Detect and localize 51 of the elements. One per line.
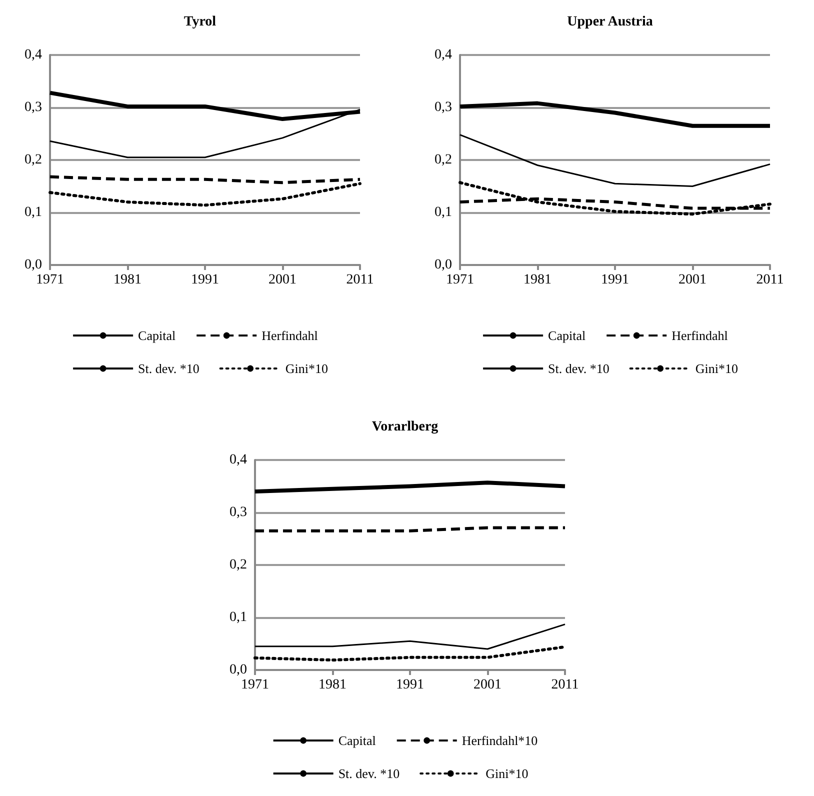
x-tick-label: 1981	[114, 272, 142, 288]
x-tick-label: 1981	[524, 272, 552, 288]
line-series	[459, 134, 771, 187]
y-tick-label: 0,3	[230, 505, 247, 520]
x-tick-label: 1971	[446, 272, 474, 288]
x-tick-label: 2001	[678, 272, 706, 288]
x-tick-label: 2011	[346, 272, 374, 288]
y-tick-label: 0,3	[434, 100, 452, 115]
y-tick-label: 0,2	[434, 152, 452, 168]
x-tick-label: 2011	[756, 272, 784, 288]
legend-label: Gini*10	[285, 361, 328, 376]
x-tick-label: 1991	[396, 678, 424, 692]
x-tick-label: 1991	[601, 272, 629, 288]
legend-label: Capital	[338, 733, 376, 748]
y-tick-label: 0,1	[230, 610, 247, 625]
legend-label: Herfindahl	[672, 328, 728, 343]
legend-label: Herfindahl	[262, 328, 318, 343]
y-tick-label: 0,1	[24, 205, 42, 220]
chart-title: Vorarlberg	[372, 420, 438, 434]
chart-title: Upper Austria	[567, 14, 653, 30]
x-tick-label: 1971	[36, 272, 64, 288]
legend-label: Capital	[138, 328, 176, 343]
x-tick-label: 1971	[241, 678, 269, 692]
y-tick-label: 0,4	[434, 48, 452, 62]
x-tick-label: 2001	[268, 272, 296, 288]
y-tick-label: 0,0	[230, 662, 247, 678]
y-tick-label: 0,0	[434, 258, 452, 272]
x-tick-label: 2001	[474, 678, 502, 692]
y-tick-label: 0,2	[24, 152, 42, 168]
legend-label: Capital	[548, 328, 586, 343]
line-series	[458, 181, 772, 216]
legend-label: St. dev. *10	[548, 361, 610, 376]
y-tick-label: 0,4	[24, 48, 42, 62]
line-series	[254, 645, 566, 662]
legend-label: Gini*10	[695, 361, 738, 376]
y-tick-label: 0,3	[24, 100, 42, 115]
legend-label: St. dev. *10	[338, 766, 400, 781]
legend-label: Herfindahl*10	[462, 733, 538, 748]
y-tick-label: 0,1	[434, 205, 452, 220]
line-series	[254, 624, 566, 650]
y-tick-label: 0,4	[230, 452, 247, 468]
chart-title: Tyrol	[184, 14, 216, 30]
y-tick-label: 0,2	[230, 558, 247, 572]
x-tick-label: 1991	[191, 272, 219, 288]
x-tick-label: 1981	[318, 678, 346, 692]
legend-label: Gini*10	[486, 766, 528, 781]
y-tick-label: 0,0	[24, 258, 42, 272]
legend-label: St. dev. *10	[138, 361, 200, 376]
line-series	[458, 101, 772, 128]
line-series	[253, 480, 567, 494]
x-tick-label: 2011	[551, 678, 579, 692]
